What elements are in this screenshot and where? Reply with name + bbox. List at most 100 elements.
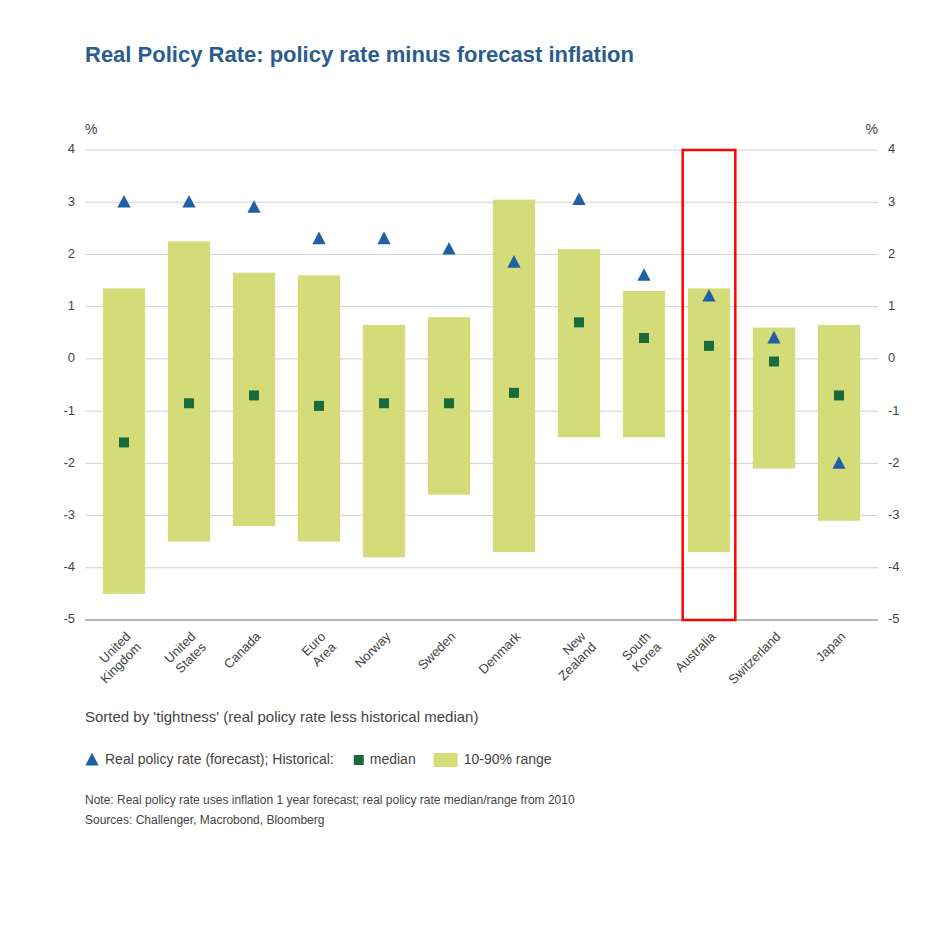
y2-tick-label: 2 (888, 246, 895, 261)
y2-tick-label: 4 (888, 141, 895, 156)
grid-line (85, 567, 878, 568)
note: Note: Real policy rate uses inflation 1 … (85, 793, 575, 807)
x-axis-line (85, 620, 878, 621)
x-tick: Norway (352, 629, 394, 671)
y-tick-label: 3 (68, 194, 75, 209)
rate-marker (637, 268, 650, 281)
y-tick-label: 0 (68, 350, 75, 365)
x-tick-label: NewZealand (545, 628, 600, 683)
y2-tick-label: 3 (888, 194, 895, 209)
grid-line (85, 620, 878, 621)
x-tick: NewZealand (545, 628, 600, 683)
rate-marker (247, 200, 260, 213)
median-marker (704, 341, 714, 351)
legend: Real policy rate (forecast); Historical:… (85, 751, 551, 767)
y-tick-label: -1 (63, 403, 75, 418)
y-tick-label: 2 (68, 246, 75, 261)
y2-tick-label: 0 (888, 350, 895, 365)
y-tick-label: 1 (68, 298, 75, 313)
series-0 (103, 200, 860, 594)
y2-tick-label: -1 (888, 403, 900, 418)
median-marker (834, 390, 844, 400)
range-bar (493, 200, 535, 552)
range-bar (818, 325, 860, 521)
y2-tick-label: 1 (888, 298, 895, 313)
legend-label: 10-90% range (464, 751, 552, 767)
x-tick-label-line: Korea (629, 639, 665, 675)
rate-marker (117, 195, 130, 208)
x-tick-label-line: Sweden (415, 629, 459, 673)
x-tick-label-line: Area (309, 639, 340, 670)
grid-line (85, 202, 878, 203)
x-tick: SouthKorea (618, 628, 664, 674)
rate-marker (312, 232, 325, 245)
x-tick-label: Sweden (415, 629, 459, 673)
rate-marker (442, 242, 455, 255)
x-tick-label: Switzerland (725, 629, 783, 687)
legend-swatch (85, 753, 98, 766)
title: Real Policy Rate: policy rate minus fore… (85, 42, 634, 67)
x-tick-label-line: States (172, 639, 209, 676)
y2-tick-label: -2 (888, 455, 900, 470)
range-bar (298, 275, 340, 541)
x-tick: Denmark (476, 629, 524, 677)
x-tick-label: Canada (221, 628, 264, 671)
x-tick: Canada (221, 628, 264, 671)
range-bar (103, 288, 145, 594)
x-tick-label-line: Japan (813, 629, 849, 665)
highlight-box (683, 150, 736, 620)
y-tick-label: -2 (63, 455, 75, 470)
median-marker (119, 437, 129, 447)
range-bar (168, 241, 210, 541)
median-marker (379, 398, 389, 408)
median-marker (509, 388, 519, 398)
grid-line (85, 150, 878, 151)
x-tick-label-line: Zealand (555, 639, 599, 683)
x-tick: UnitedKingdom (87, 629, 144, 686)
x-tick-label: Norway (352, 629, 394, 671)
marks (103, 192, 860, 593)
x-tick-label-line: Switzerland (725, 629, 783, 687)
note: Sources: Challenger, Macrobond, Bloomber… (85, 813, 324, 827)
x-tick-label: UnitedKingdom (87, 629, 144, 686)
x-tick-label-line: Australia (672, 628, 719, 675)
range-bar (623, 291, 665, 437)
y-tick-label: -5 (63, 611, 75, 626)
rate-marker (702, 289, 715, 302)
x-tick-label: Denmark (476, 629, 524, 677)
x-tick: Australia (672, 628, 719, 675)
x-tick: Switzerland (725, 629, 783, 687)
x-tick-label-line: Canada (221, 628, 264, 671)
x-tick: UnitedStates (161, 629, 209, 677)
grid (85, 150, 878, 620)
chart: Real Policy Rate: policy rate minus fore… (0, 0, 944, 944)
rate-marker (767, 331, 780, 344)
x-tick-label: SouthKorea (618, 628, 664, 674)
legend-label: Real policy rate (forecast); Historical: (105, 751, 334, 767)
x-tick-label: Australia (672, 628, 719, 675)
median-marker (769, 357, 779, 367)
x-tick-label-line: Kingdom (97, 639, 144, 686)
median-marker (444, 398, 454, 408)
x-tick: Sweden (415, 629, 459, 673)
y2-tick-label: -5 (888, 611, 900, 626)
y2-tick-label: -4 (888, 559, 900, 574)
rate-marker (832, 456, 845, 469)
legend-swatch (354, 755, 364, 765)
rate-marker (507, 255, 520, 268)
median-marker (574, 317, 584, 327)
x-tick-label: Japan (813, 629, 849, 665)
median-marker (249, 390, 259, 400)
range-bar (688, 288, 730, 552)
range-bar (233, 273, 275, 526)
median-marker (639, 333, 649, 343)
y2-axis-label: % (866, 121, 878, 137)
median-marker (184, 398, 194, 408)
x-tick-label: UnitedStates (161, 629, 209, 677)
x-tick-label-line: Norway (352, 629, 394, 671)
median-marker (314, 401, 324, 411)
rate-marker (182, 195, 195, 208)
y-tick-label: 4 (68, 141, 75, 156)
range-bar (363, 325, 405, 557)
rate-marker (377, 232, 390, 245)
